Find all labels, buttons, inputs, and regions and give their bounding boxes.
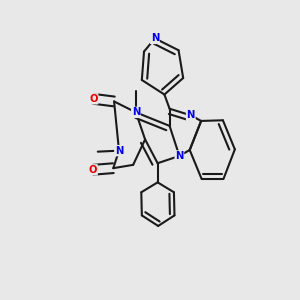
Text: N: N	[151, 33, 159, 43]
Text: N: N	[115, 146, 123, 156]
Text: N: N	[187, 110, 195, 120]
Text: O: O	[89, 94, 98, 104]
Text: O: O	[88, 165, 97, 175]
Text: N: N	[175, 151, 184, 161]
Text: N: N	[132, 107, 140, 117]
